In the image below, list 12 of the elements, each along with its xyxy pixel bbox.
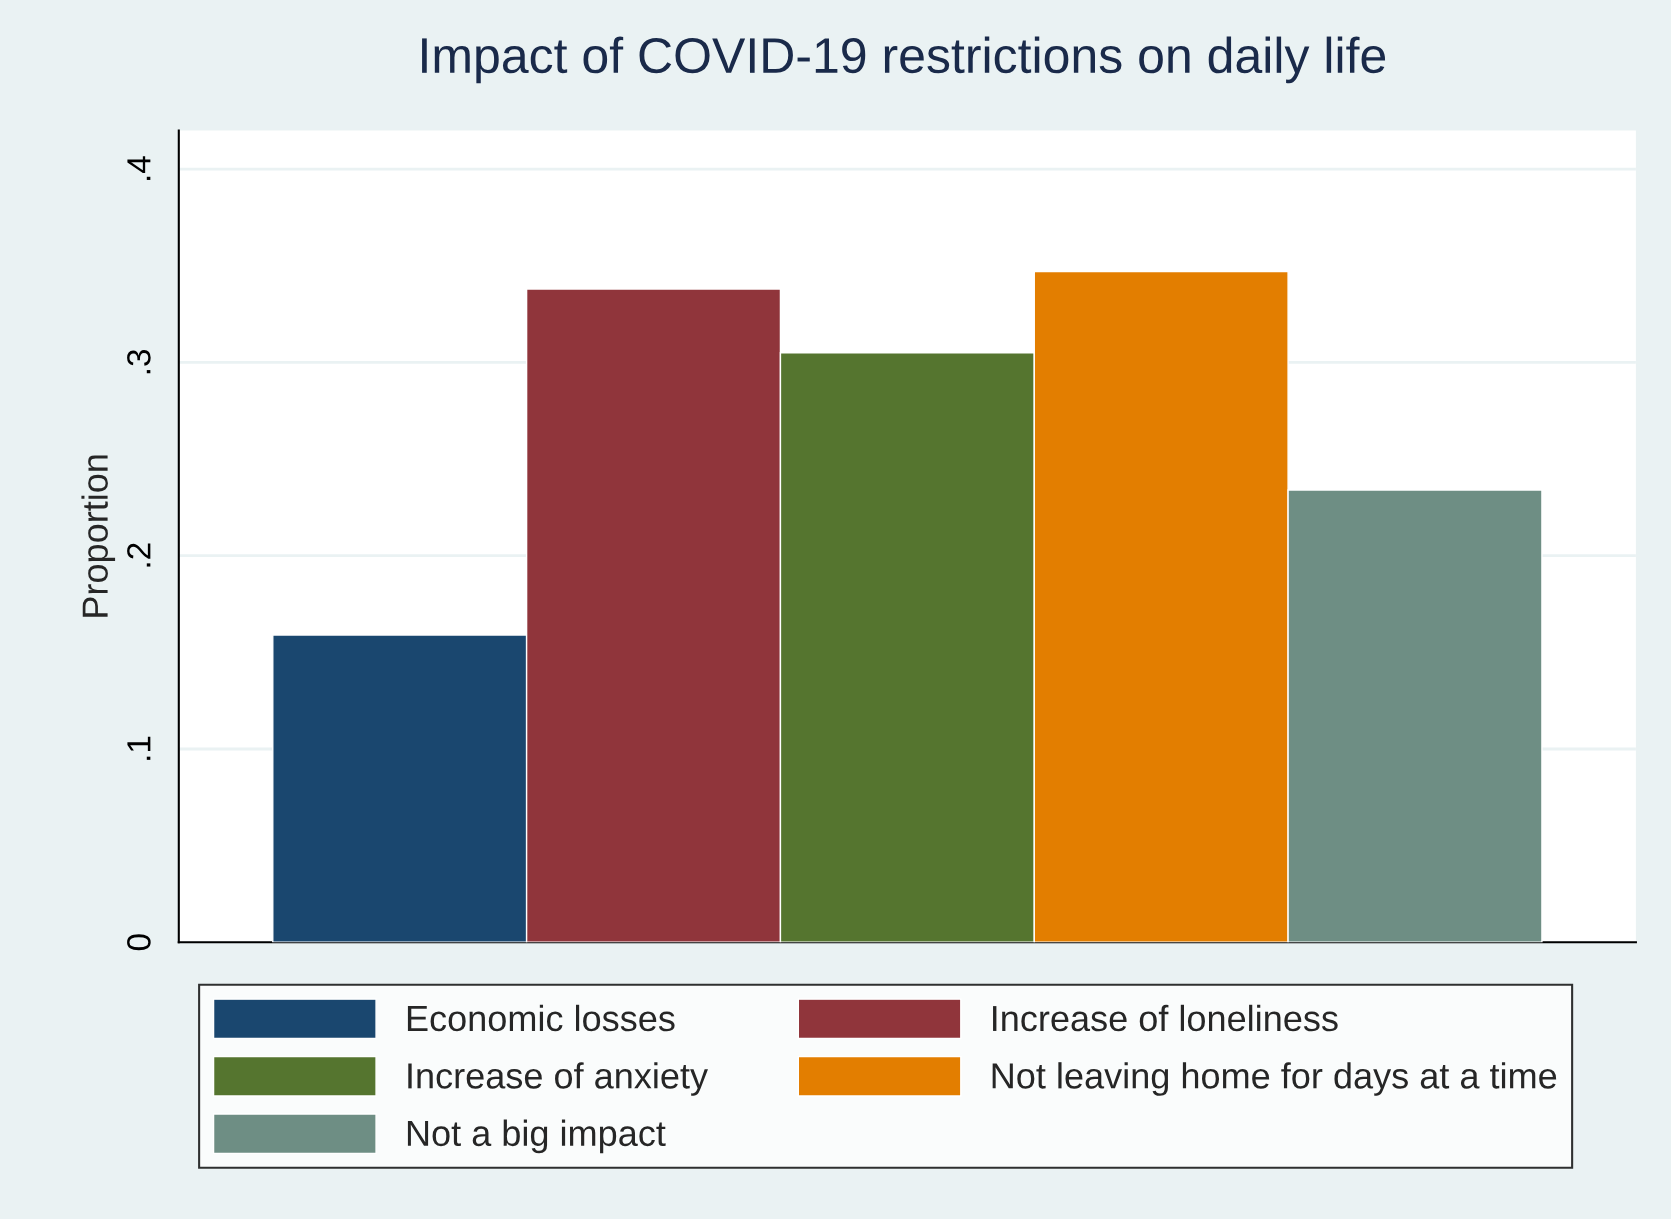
legend-label: Not a big impact — [407, 1119, 666, 1154]
legend-label: Economic losses — [407, 1004, 675, 1032]
y-tick-label: .2 — [127, 543, 151, 567]
y-tick-label: .1 — [127, 736, 151, 760]
legend-label: Increase of loneliness — [993, 1004, 1338, 1032]
y-tick-label: 0 — [127, 934, 151, 951]
y-tick-label: .3 — [127, 349, 151, 374]
legend-label: Increase of anxiety — [408, 1062, 708, 1096]
y-axis-title: Proportion — [81, 455, 116, 617]
y-tick-label: .4 — [127, 156, 151, 180]
legend-label: Not leaving home for days at a time — [992, 1062, 1557, 1096]
chart-title: Impact of COVID-19 restrictions on daily life — [422, 36, 1386, 84]
